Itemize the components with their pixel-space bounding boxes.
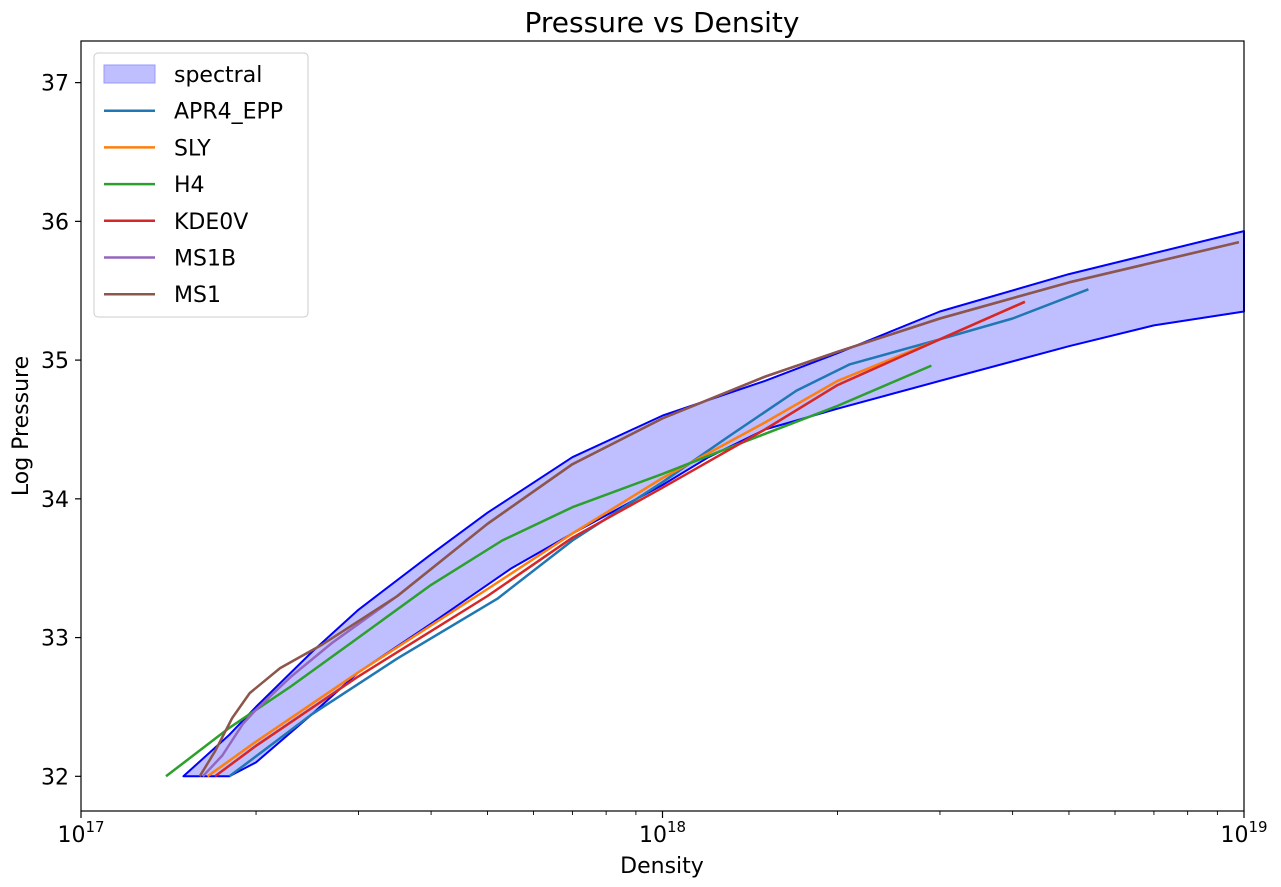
legend-item-spectral: spectral bbox=[103, 63, 262, 88]
legend-item-sly: SLY bbox=[104, 136, 211, 161]
legend-item-ms1: MS1 bbox=[104, 283, 221, 308]
legend-item-apr4-epp: APR4_EPP bbox=[104, 100, 283, 125]
legend-label: SLY bbox=[174, 136, 211, 161]
legend-item-ms1b: MS1B bbox=[104, 247, 236, 272]
y-axis-ticks: 32 33 34 35 36 37 bbox=[41, 72, 81, 790]
plot-frame bbox=[80, 40, 1245, 812]
x-axis-ticks: 1017 1018 1019 bbox=[57, 811, 1268, 848]
legend-frame bbox=[93, 52, 309, 318]
legend-label: H4 bbox=[174, 173, 205, 198]
legend: spectral APR4_EPP SLY H4 KDE0V MS1B MS1 bbox=[93, 52, 309, 318]
chart-title: Pressure vs Density bbox=[525, 6, 800, 39]
legend-label: spectral bbox=[174, 63, 262, 88]
legend-item-kde0v: KDE0V bbox=[104, 210, 248, 235]
y-tick-label: 36 bbox=[41, 210, 69, 235]
y-tick-label: 33 bbox=[41, 627, 69, 652]
y-axis-label: Log Pressure bbox=[9, 356, 34, 496]
legend-swatch-band bbox=[103, 64, 156, 84]
legend-label: MS1 bbox=[174, 283, 221, 308]
series-line-h4 bbox=[165, 364, 932, 778]
y-tick-label: 32 bbox=[41, 765, 69, 790]
y-tick-label: 34 bbox=[41, 488, 69, 513]
series-lines bbox=[165, 240, 1240, 778]
series-line-kde0v bbox=[214, 300, 1026, 778]
series-line-ms1 bbox=[198, 240, 1240, 777]
x-tick-label: 1019 bbox=[1220, 818, 1267, 848]
x-axis-label: Density bbox=[620, 854, 704, 879]
x-tick-label: 1018 bbox=[639, 818, 686, 848]
y-tick-label: 37 bbox=[41, 72, 69, 97]
legend-label: APR4_EPP bbox=[174, 100, 283, 125]
series-line-sly bbox=[206, 300, 1026, 778]
legend-item-h4: H4 bbox=[104, 173, 205, 198]
y-tick-label: 35 bbox=[41, 349, 69, 374]
x-tick-label: 1017 bbox=[57, 818, 104, 848]
legend-label: KDE0V bbox=[174, 210, 248, 235]
legend-label: MS1B bbox=[174, 247, 236, 272]
